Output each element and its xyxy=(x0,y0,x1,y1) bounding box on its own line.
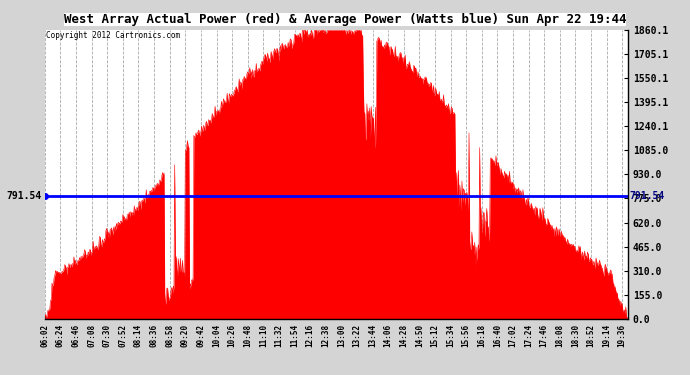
Text: Copyright 2012 Cartronics.com: Copyright 2012 Cartronics.com xyxy=(46,32,180,40)
Text: West Array Actual Power (red) & Average Power (Watts blue) Sun Apr 22 19:44: West Array Actual Power (red) & Average … xyxy=(63,13,627,26)
Text: 791.54: 791.54 xyxy=(629,191,664,201)
Text: 791.54: 791.54 xyxy=(7,191,42,201)
